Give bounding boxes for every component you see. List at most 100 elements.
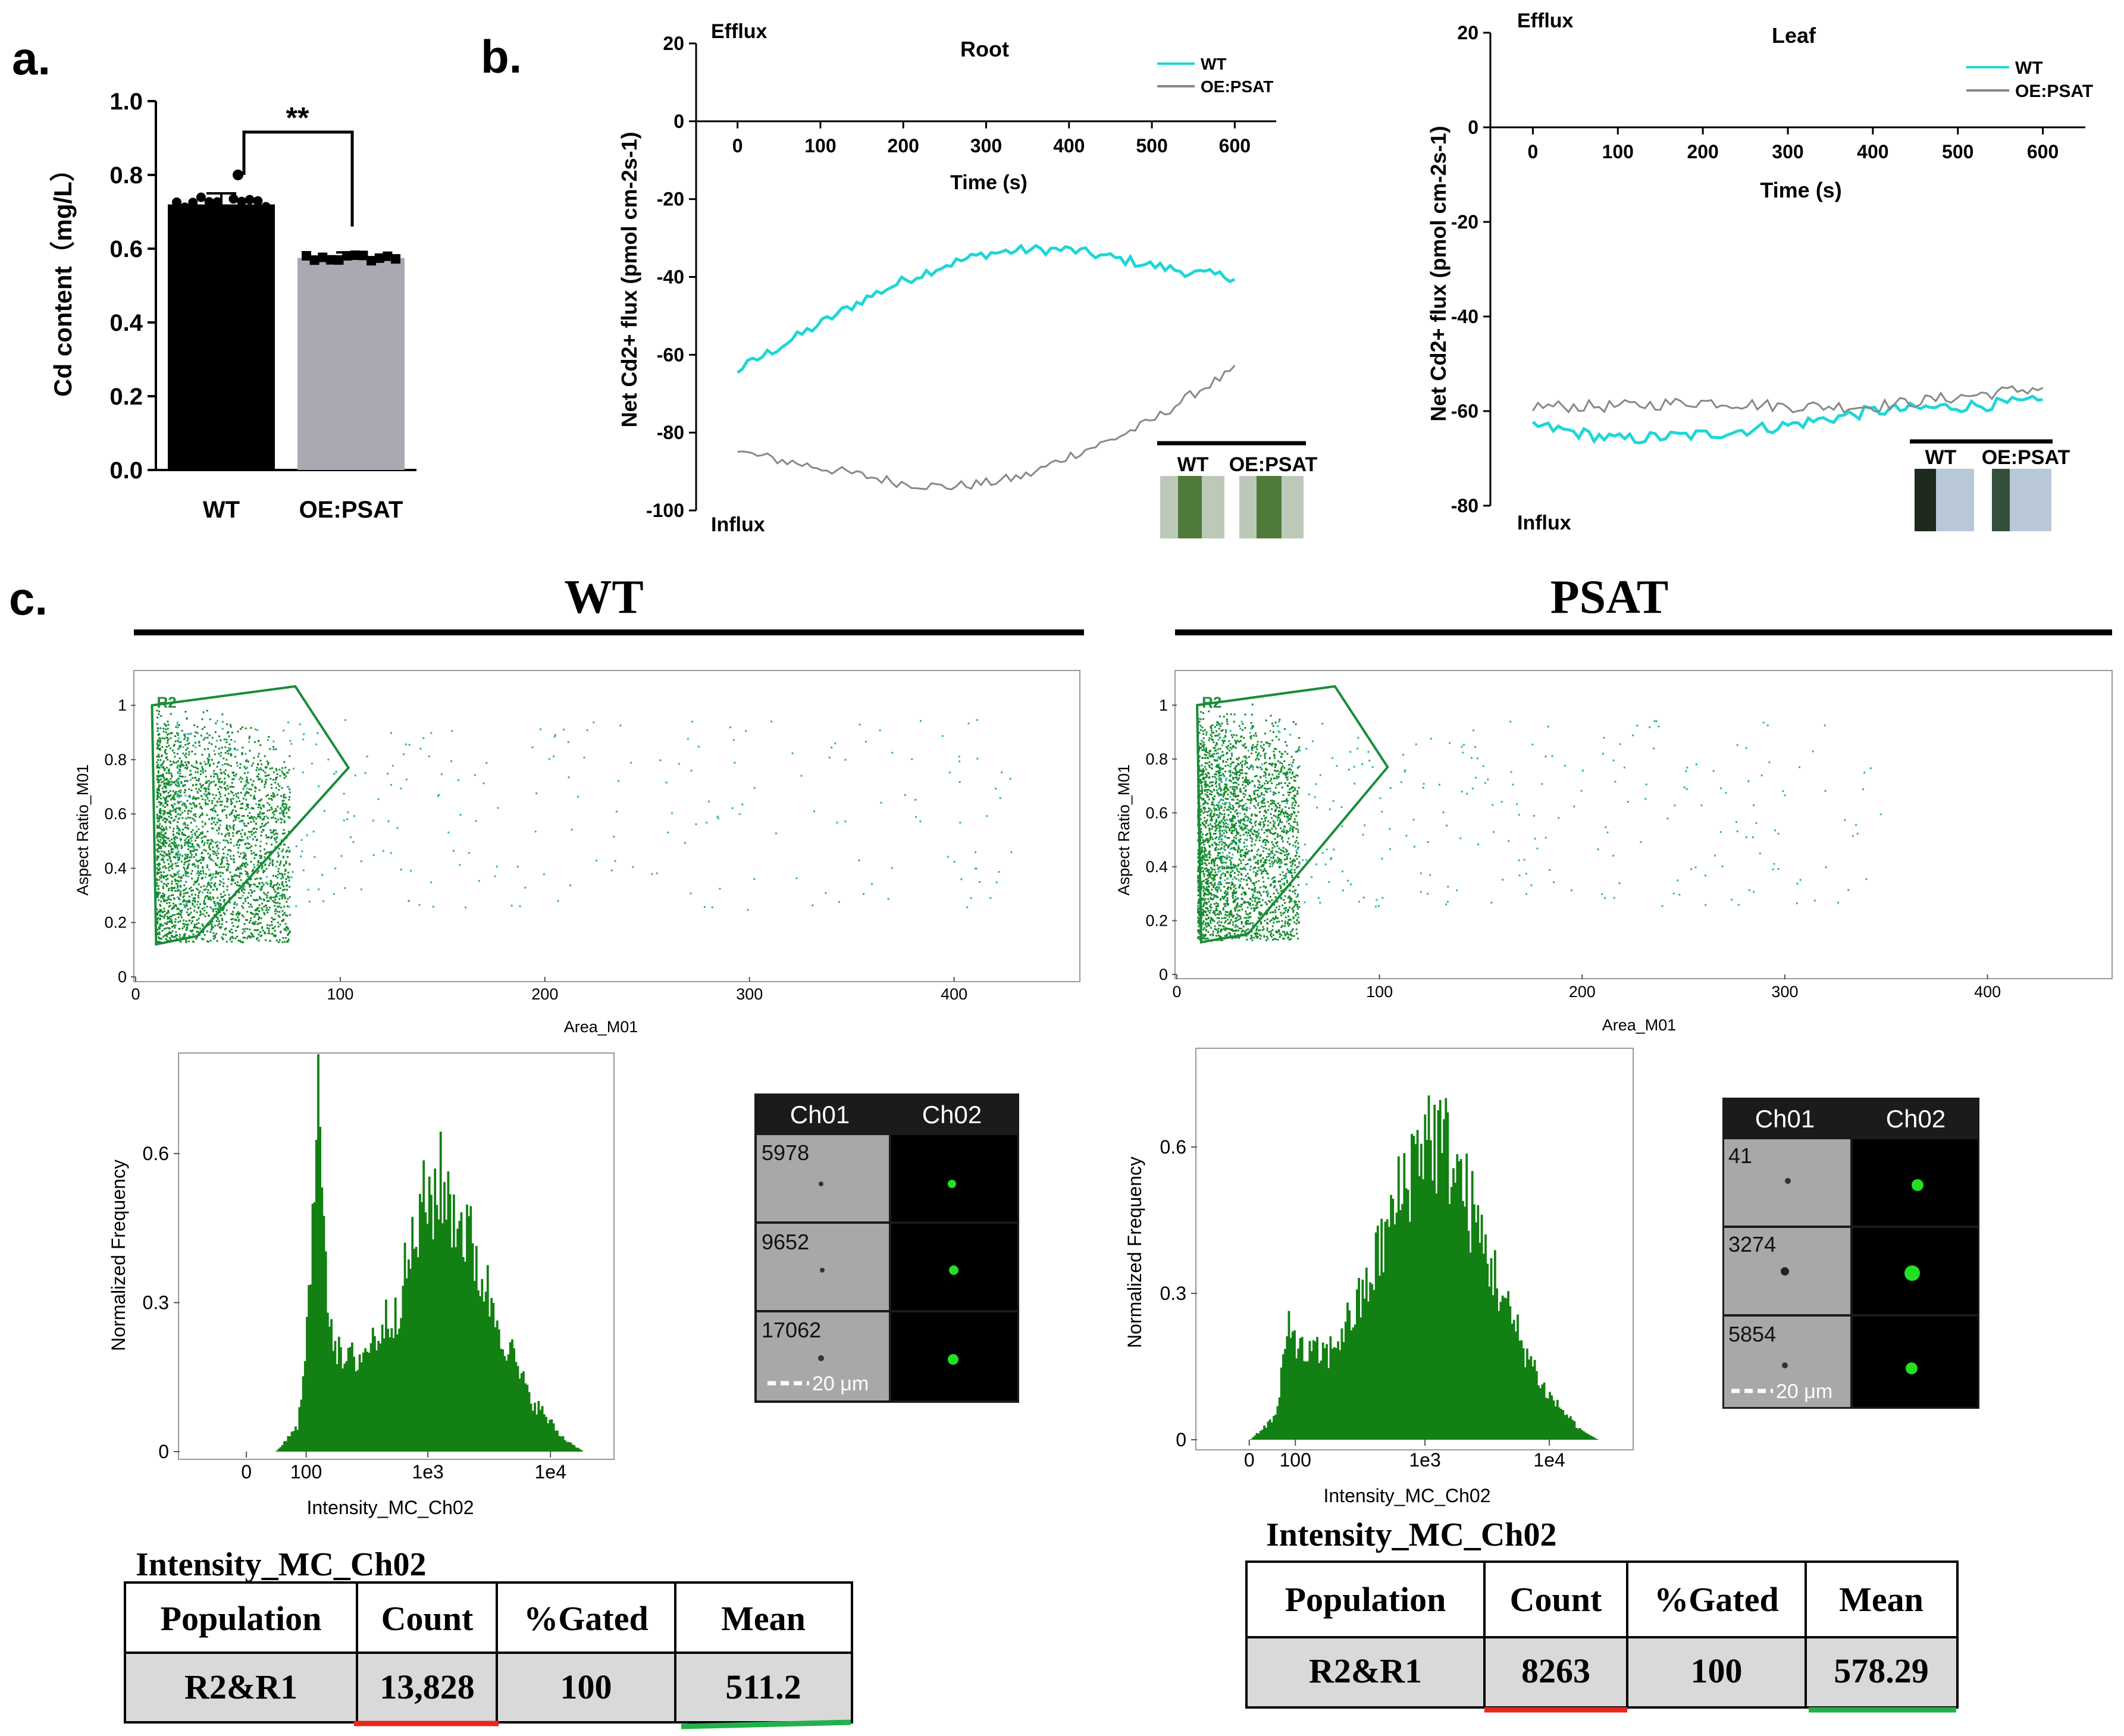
sc-ps-point [1261, 828, 1263, 831]
sc-ps-point [1263, 935, 1265, 937]
sc-wt-point [217, 832, 220, 835]
sc-wt-point [159, 914, 161, 916]
sc-wt-point [180, 760, 183, 762]
sc-wt-point [196, 836, 198, 839]
sc-wt-point [168, 772, 170, 775]
sc-wt-point [156, 894, 158, 896]
sc-wt-point [524, 886, 527, 889]
sc-ps-point [1233, 847, 1235, 849]
sc-wt-point [253, 832, 255, 834]
sc-wt-point [278, 916, 281, 918]
sc-ps-point [1262, 857, 1264, 859]
sc-ps-point [1205, 749, 1207, 751]
sc-ps-point [1223, 813, 1226, 815]
sc-ps-point [1229, 859, 1232, 861]
sc-wt-point [278, 789, 280, 791]
sc-wt-point [157, 728, 159, 729]
sc-wt-point [195, 804, 198, 807]
sc-wt-point [211, 823, 213, 825]
sc-wt-point [171, 875, 173, 878]
sc-wt-point [554, 734, 556, 736]
sc-wt-point [237, 847, 240, 849]
sc-wt-point [770, 720, 772, 723]
sc-ps-point [1204, 766, 1206, 768]
sc-wt-point [223, 866, 225, 868]
sc-wt-point [242, 851, 245, 854]
sc-wt-point [195, 746, 197, 748]
sc-wt-point [217, 918, 220, 920]
sc-ps-point [1208, 792, 1211, 795]
sc-ps-point [1270, 851, 1273, 853]
sc-wt-point [280, 894, 283, 897]
sc-wt-point [274, 884, 275, 886]
sc-wt-point [186, 826, 187, 829]
sc-ps-point [1208, 807, 1210, 810]
sc-wt-point [177, 853, 179, 856]
sc-ps-point [1249, 837, 1252, 839]
sc-wt-point [250, 883, 252, 886]
sc-wt-point [171, 810, 174, 812]
sc-wt-point [212, 889, 215, 891]
sc-wt-point [235, 930, 237, 932]
sc-ps-point [1223, 815, 1226, 817]
sc-wt-point [279, 923, 281, 926]
sc-ps-point [1279, 873, 1282, 876]
sc-ps-point [1277, 939, 1279, 941]
sc-ps-point [1208, 845, 1211, 847]
sc-wt-point [190, 789, 193, 791]
sc-wt-point [156, 723, 158, 725]
sc-wt-point [975, 867, 976, 870]
sc-wt-point [234, 882, 236, 885]
sc-wt-point [202, 825, 204, 828]
sc-wt-point [226, 860, 228, 861]
sc-wt-point [191, 836, 193, 838]
sc-wt-point [859, 723, 861, 726]
sc-wt-point [690, 769, 693, 772]
sc-wt-point [229, 938, 231, 941]
sc-wt-point [177, 760, 179, 762]
sc-wt-point [162, 812, 165, 814]
sc-wt-point [229, 871, 231, 873]
sc-ps-point [1280, 853, 1283, 854]
sc-wt-point [228, 735, 230, 738]
sc-wt-point [219, 842, 221, 844]
sc-wt-point [275, 778, 277, 781]
sc-ps-point [1234, 781, 1236, 784]
sc-wt-point [270, 851, 272, 853]
sc-wt-point [170, 822, 172, 824]
sc-wt-point [195, 854, 198, 856]
sc-ps-point [1296, 866, 1298, 869]
sc-wt-point [261, 813, 263, 815]
panel-b-leaf-chart: 200-20-40-60-800 100 200 300 400 500 600 Leaf … [1426, 10, 2093, 534]
sc-wt-point [250, 861, 252, 863]
sc-ps-point [1236, 913, 1238, 916]
sc-wt-point [220, 866, 223, 869]
sc-wt-point [263, 812, 265, 814]
sc-ps-point [1273, 731, 1274, 733]
sc-wt-point [234, 819, 237, 821]
sc-ps-point [1202, 744, 1204, 747]
sc-ps-point [1241, 908, 1243, 911]
sc-ps-point [1209, 836, 1211, 839]
sc-wt-point [272, 875, 274, 877]
sc-ps-point [1197, 894, 1199, 897]
sc-wt-point [247, 875, 249, 878]
sc-wt-point [258, 739, 260, 742]
sc-ps-point [1273, 825, 1275, 828]
sc-wt-point [188, 742, 190, 744]
sc-wt-point [158, 931, 161, 933]
sc-ps-point [1203, 875, 1205, 878]
sc-wt-point [272, 748, 275, 751]
sc-wt-point [187, 900, 190, 902]
sc-ps-point [1227, 882, 1229, 884]
sc-wt-point [169, 790, 171, 792]
sc-wt-point [168, 845, 170, 847]
sc-ps-point [1297, 811, 1299, 813]
sc-ps-point [1205, 850, 1207, 851]
sc-wt-point [285, 775, 287, 778]
sc-ps-point [1230, 910, 1232, 913]
sc-wt-point [173, 925, 175, 927]
sc-ps-point [1215, 820, 1217, 823]
sc-wt-point [190, 922, 193, 925]
sc-wt-point [287, 940, 289, 942]
